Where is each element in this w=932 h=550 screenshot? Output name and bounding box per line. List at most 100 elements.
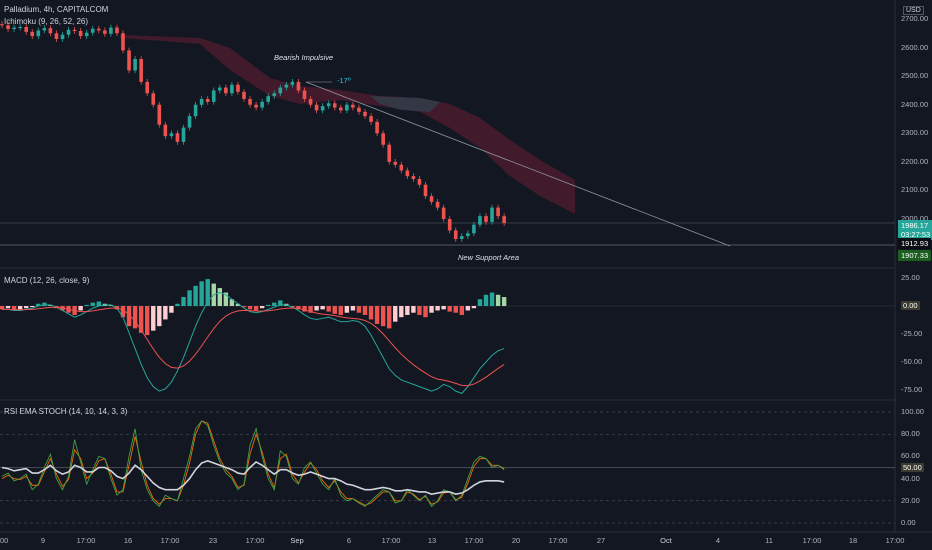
drawings[interactable] <box>0 81 895 247</box>
stoch-tick: 100.00 <box>901 407 924 416</box>
macd-hist-bar <box>393 306 398 322</box>
candle-body <box>205 99 210 102</box>
macd-hist-bar <box>30 306 35 308</box>
candle-body <box>30 31 35 37</box>
candle-body <box>429 196 434 202</box>
macd-hist-bar <box>78 306 83 311</box>
macd-hist-bar <box>24 306 29 309</box>
time-tick: 6 <box>346 536 352 545</box>
time-tick: 17:00 <box>802 536 822 545</box>
candle-body <box>236 84 240 92</box>
macd-hist-bar <box>471 306 477 309</box>
macd-hist-bar <box>229 299 235 306</box>
macd-hist-bar <box>477 299 483 306</box>
candle-body <box>224 87 228 94</box>
candle-body <box>18 27 22 28</box>
candle-body <box>484 216 488 222</box>
macd-hist-bar <box>181 297 186 306</box>
stoch-tick: 40.00 <box>901 473 920 483</box>
macd-hist-bar <box>151 306 156 331</box>
candle-body <box>345 104 349 111</box>
macd-hist-bar <box>5 306 11 309</box>
macd-hist-bar <box>48 304 53 306</box>
angle-annotation[interactable]: -17º <box>337 76 351 85</box>
macd-hist-bar <box>126 306 132 327</box>
candle-body <box>60 34 65 39</box>
price-tag: 1912.93 <box>898 238 932 249</box>
cloud-bearish <box>120 35 575 214</box>
candle-body <box>175 133 180 142</box>
macd-hist-bar <box>266 304 271 306</box>
time-tick: 4 <box>715 536 721 545</box>
candle-body <box>496 207 500 217</box>
candle-body <box>453 230 458 239</box>
macd-hist-bar <box>326 306 331 312</box>
time-tick: Sep <box>290 536 304 545</box>
symbol-title[interactable]: Palladium, 4h, CAPITALCOM <box>4 5 109 14</box>
candle-body <box>66 29 71 35</box>
macd-hist-bar <box>399 306 404 318</box>
macd-hist-bar <box>84 304 89 306</box>
macd-hist-bar <box>11 306 17 311</box>
macd-tick: 0.00 <box>901 301 920 310</box>
macd-hist-bar <box>417 306 422 315</box>
candle-body <box>272 93 277 97</box>
candle-body <box>302 90 307 99</box>
time-tick: 23 <box>208 536 218 545</box>
macd-hist-bar <box>447 306 452 312</box>
candle-body <box>375 121 379 134</box>
price-tag: 1986.17 03:27:53 <box>898 220 932 240</box>
macd-hist-bar <box>253 306 259 311</box>
candle-body <box>90 28 95 33</box>
macd-hist-bar <box>411 306 416 313</box>
macd-hist-bar <box>429 306 434 313</box>
macd-hist-bar <box>223 292 229 306</box>
time-tick: 9 <box>40 536 46 545</box>
candle-body <box>405 170 410 177</box>
macd-hist-bar <box>169 306 174 313</box>
macd-hist-bar <box>175 303 180 306</box>
macd-hist-bar <box>453 306 458 313</box>
candle-body <box>103 30 107 34</box>
candle-body <box>296 81 301 91</box>
support-annotation[interactable]: New Support Area <box>458 253 520 262</box>
candle-body <box>109 27 113 34</box>
macd-hist-bar <box>36 303 41 306</box>
candle-body <box>460 236 464 239</box>
time-tick: 17:00 <box>245 536 265 545</box>
candle-body <box>423 184 428 197</box>
candle-body <box>48 28 53 34</box>
macd-hist-bar <box>120 306 126 318</box>
candle-body <box>242 91 246 99</box>
macd-hist-bar <box>241 306 247 308</box>
time-tick: 20 <box>511 536 521 545</box>
price-tick: 2000.00 <box>901 214 929 223</box>
stoch-label[interactable]: RSI EMA STOCH (14, 10, 14, 3, 3) <box>4 407 128 416</box>
candle-body <box>357 107 361 112</box>
macd-hist-bar <box>96 301 101 306</box>
candle-body <box>363 111 367 117</box>
macd-label[interactable]: MACD (12, 26, close, 9) <box>4 276 90 285</box>
macd-hist-bar <box>344 306 350 313</box>
macd-hist-bar <box>320 306 325 310</box>
macd-hist-bar <box>459 306 464 315</box>
bearish-annotation[interactable]: Bearish Impulsive <box>274 53 334 62</box>
time-tick: Oct <box>660 536 672 545</box>
macd-hist-bar <box>489 292 495 306</box>
candle-body <box>320 106 325 111</box>
macd-hist-bar <box>42 302 47 306</box>
price-tick: 2700.00 <box>901 14 929 23</box>
macd-hist-bar <box>0 306 5 310</box>
macd-tick: -25.00 <box>901 329 923 338</box>
candle-body <box>435 201 440 208</box>
ichimoku-label[interactable]: Ichimoku (9, 26, 52, 26) <box>4 17 89 26</box>
macd-tick: 25.00 <box>901 273 920 282</box>
candle-body <box>157 104 162 125</box>
currency-badge[interactable]: USD <box>903 6 924 15</box>
macd-hist-bar <box>90 302 95 306</box>
candle-body <box>339 107 343 111</box>
macd-hist-bar <box>302 306 307 312</box>
candle-body <box>387 144 391 162</box>
candle-body <box>133 59 137 71</box>
